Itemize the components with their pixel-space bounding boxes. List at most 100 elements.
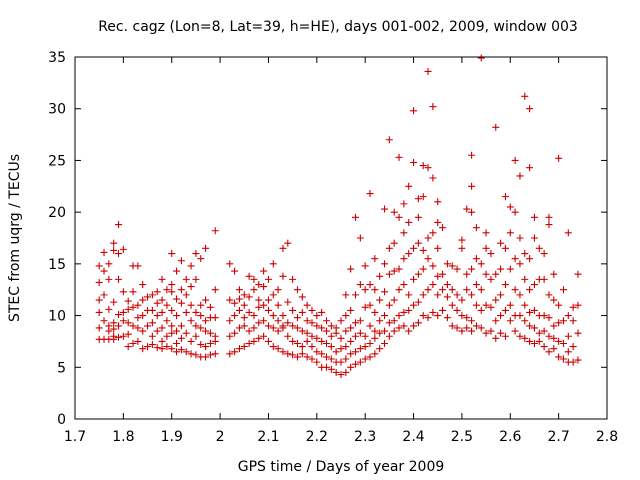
data-point xyxy=(361,303,369,311)
data-point xyxy=(405,218,413,226)
data-point xyxy=(443,260,451,268)
data-point xyxy=(284,298,292,306)
data-point xyxy=(105,322,113,330)
data-point xyxy=(463,205,471,213)
data-point xyxy=(119,332,127,340)
data-point xyxy=(231,299,239,307)
data-point xyxy=(279,312,287,320)
data-point xyxy=(405,250,413,258)
data-point xyxy=(231,312,239,320)
data-point xyxy=(293,353,301,361)
data-point xyxy=(574,329,582,337)
data-point xyxy=(337,345,345,353)
data-point xyxy=(115,311,123,319)
data-point xyxy=(439,270,447,278)
data-point xyxy=(274,317,282,325)
data-point xyxy=(371,255,379,263)
data-point xyxy=(318,350,326,358)
data-point xyxy=(390,239,398,247)
data-point xyxy=(564,312,572,320)
data-point xyxy=(472,224,480,232)
data-point xyxy=(555,319,563,327)
data-point xyxy=(352,360,360,368)
data-point xyxy=(206,339,214,347)
data-point xyxy=(303,301,311,309)
data-point xyxy=(352,213,360,221)
data-point xyxy=(506,229,514,237)
data-point xyxy=(506,301,514,309)
data-point xyxy=(497,291,505,299)
data-point xyxy=(269,312,277,320)
data-point xyxy=(153,327,161,335)
data-point xyxy=(168,329,176,337)
data-point xyxy=(381,288,389,296)
data-point xyxy=(293,324,301,332)
data-point xyxy=(129,322,137,330)
data-point xyxy=(530,234,538,242)
data-point xyxy=(371,308,379,316)
data-point xyxy=(574,301,582,309)
data-point xyxy=(424,286,432,294)
data-point xyxy=(187,301,195,309)
data-point xyxy=(385,319,393,327)
data-point xyxy=(158,345,166,353)
data-point xyxy=(376,272,384,280)
data-point xyxy=(95,324,103,332)
data-point xyxy=(356,358,364,366)
data-point xyxy=(468,327,476,335)
data-point xyxy=(545,221,553,229)
data-point xyxy=(163,286,171,294)
data-point xyxy=(206,303,214,311)
data-point xyxy=(235,306,243,314)
data-point xyxy=(332,368,340,376)
data-point xyxy=(458,312,466,320)
data-point xyxy=(240,291,248,299)
data-point xyxy=(110,319,118,327)
data-point xyxy=(492,270,500,278)
data-point xyxy=(497,329,505,337)
data-point xyxy=(511,156,519,164)
data-point xyxy=(202,343,210,351)
data-point xyxy=(260,317,268,325)
data-point xyxy=(477,324,485,332)
data-point xyxy=(269,343,277,351)
x-tick-label: 1.7 xyxy=(64,429,86,445)
data-point xyxy=(313,312,321,320)
data-point xyxy=(414,239,422,247)
data-point xyxy=(419,246,427,254)
data-point xyxy=(410,275,418,283)
x-tick-label: 2.4 xyxy=(402,429,424,445)
data-point xyxy=(303,329,311,337)
y-tick-label: 25 xyxy=(48,153,66,169)
data-point xyxy=(424,255,432,263)
data-point xyxy=(516,234,524,242)
data-point xyxy=(434,272,442,280)
data-point xyxy=(555,353,563,361)
data-point xyxy=(501,306,509,314)
data-point xyxy=(279,322,287,330)
data-point xyxy=(327,332,335,340)
data-point xyxy=(424,67,432,75)
data-point xyxy=(540,327,548,335)
data-point xyxy=(501,332,509,340)
data-point xyxy=(250,275,258,283)
data-point xyxy=(535,337,543,345)
data-point xyxy=(197,324,205,332)
data-point xyxy=(356,234,364,242)
x-axis-ticks: 1.7 1.8 1.9 2 2.1 2.2 2.3 2.4 2.5 2.6 2.7 2.8 xyxy=(64,57,618,445)
data-point xyxy=(376,296,384,304)
data-point xyxy=(322,339,330,347)
data-point xyxy=(506,203,514,211)
data-point xyxy=(250,337,258,345)
data-point xyxy=(289,275,297,283)
data-point xyxy=(279,348,287,356)
data-point xyxy=(187,317,195,325)
data-point xyxy=(482,301,490,309)
data-point xyxy=(202,317,210,325)
data-point xyxy=(173,327,181,335)
data-point xyxy=(429,281,437,289)
data-point xyxy=(530,306,538,314)
data-point xyxy=(371,286,379,294)
data-point xyxy=(139,312,147,320)
